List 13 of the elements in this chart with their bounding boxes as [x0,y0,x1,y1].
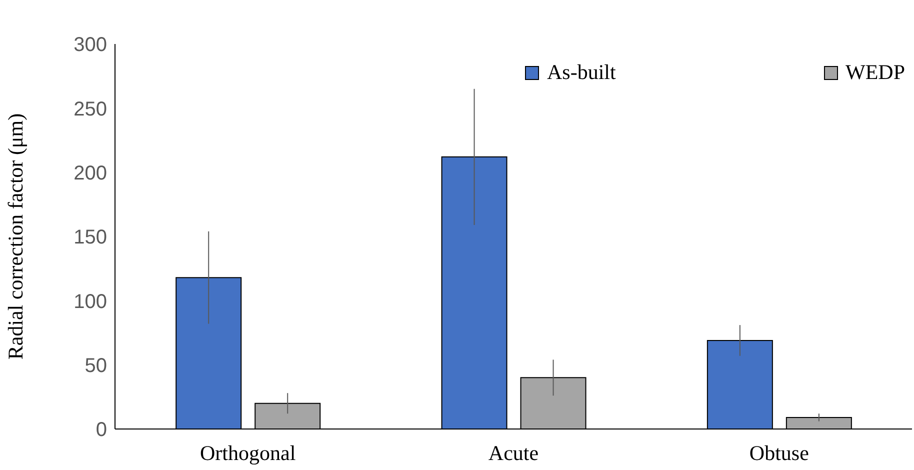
x-tick-label: Acute [488,440,539,465]
legend-label: As-built [547,60,616,85]
y-tick-label: 150 [74,226,107,249]
legend-label: WEDP [846,60,905,85]
y-tick-label: 200 [74,162,107,184]
x-tick-label: Orthogonal [200,440,296,465]
y-tick-label: 250 [74,98,107,120]
y-tick-label: 0 [96,419,107,442]
y-tick-label: 50 [84,354,107,377]
y-tick-label: 300 [74,34,107,56]
y-axis-title: Radial correction factor (μm) [3,113,28,360]
x-tick-label: Obtuse [749,440,809,465]
y-tick-label: 100 [74,290,107,313]
